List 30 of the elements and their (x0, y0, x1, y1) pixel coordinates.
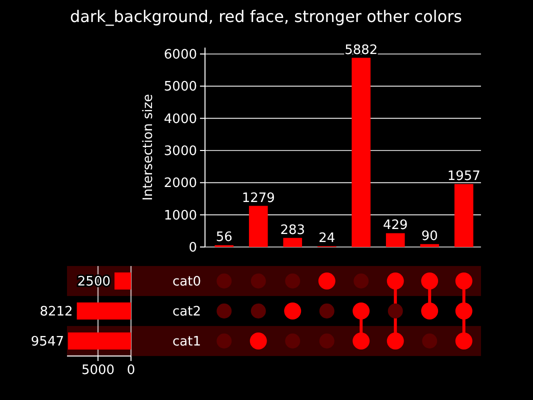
data-label: 56 (216, 230, 232, 246)
y-tick-label: 3000 (164, 144, 197, 160)
bar (248, 206, 268, 247)
bar (283, 238, 302, 247)
y-axis-title: Intersection size (141, 94, 156, 201)
y-tick-label: 2000 (164, 176, 197, 192)
y-tick-label: cat0 (172, 274, 201, 290)
bar (454, 184, 474, 247)
y-tick-label: 0 (188, 240, 197, 256)
y-tick-label: cat1 (172, 334, 201, 350)
data-label: 24 (318, 231, 336, 246)
data-label: 9547 (30, 334, 64, 350)
y-tick-label: 1000 (164, 208, 197, 224)
bar (386, 233, 405, 247)
y-tick-label: cat2 (172, 304, 201, 320)
bar (352, 58, 371, 247)
y-tick-label: 6000 (164, 48, 197, 63)
data-label: 1279 (242, 190, 275, 206)
y-tick-label: 5000 (164, 80, 197, 95)
bar (68, 332, 131, 350)
data-label: 1957 (447, 169, 480, 184)
data-label: 283 (280, 222, 306, 238)
y-tick-label: 4000 (164, 112, 197, 127)
data-label: 90 (421, 229, 438, 244)
data-label: 429 (382, 218, 408, 234)
data-label: 8212 (40, 304, 73, 320)
bar (420, 244, 440, 247)
bar (114, 272, 131, 290)
bar (76, 302, 131, 320)
chart-title: dark_background, red face, stronger other colors (70, 7, 462, 26)
